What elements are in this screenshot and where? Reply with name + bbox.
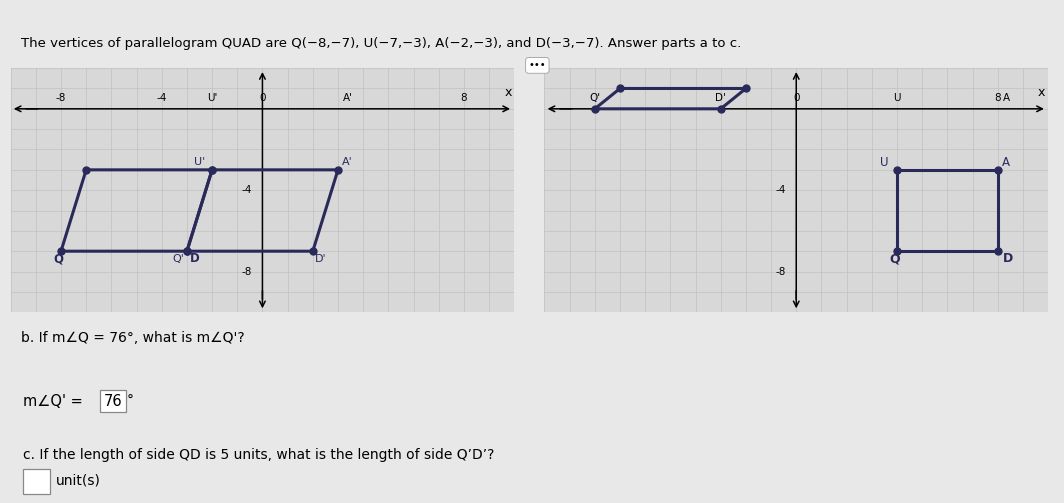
Text: -4: -4 <box>156 93 167 103</box>
Text: Q: Q <box>890 253 900 266</box>
Text: U: U <box>880 156 888 169</box>
Text: D': D' <box>715 93 726 103</box>
Text: x: x <box>504 86 512 99</box>
Text: The vertices of parallelogram QUAD are Q(−8,−7), U(−7,−3), A(−2,−3), and D(−3,−7: The vertices of parallelogram QUAD are Q… <box>21 37 742 50</box>
Text: m∠Q' =: m∠Q' = <box>23 394 87 409</box>
Text: D': D' <box>315 255 327 265</box>
Text: A': A' <box>343 93 353 103</box>
Text: U: U <box>893 93 901 103</box>
FancyBboxPatch shape <box>23 469 50 494</box>
Text: -8: -8 <box>776 267 786 277</box>
Text: -8: -8 <box>242 267 252 277</box>
Text: A': A' <box>342 157 352 167</box>
Text: c. If the length of side QD is 5 units, what is the length of side Q’D’?: c. If the length of side QD is 5 units, … <box>23 448 495 462</box>
Text: 0: 0 <box>793 93 799 103</box>
Text: U': U' <box>206 93 217 103</box>
Text: U': U' <box>194 157 205 167</box>
Text: D: D <box>1002 253 1013 266</box>
Text: 8: 8 <box>995 93 1001 103</box>
Text: -8: -8 <box>55 93 66 103</box>
Text: b. If m∠Q = 76°, what is m∠Q'?: b. If m∠Q = 76°, what is m∠Q'? <box>21 331 245 345</box>
Text: A: A <box>1001 156 1010 169</box>
Text: 0: 0 <box>260 93 266 103</box>
Text: Q': Q' <box>589 93 600 103</box>
Text: D: D <box>189 253 199 266</box>
Text: unit(s): unit(s) <box>56 473 101 487</box>
Text: x: x <box>1038 86 1045 99</box>
Text: •••: ••• <box>529 60 546 70</box>
Text: -4: -4 <box>776 185 786 195</box>
Text: -4: -4 <box>242 185 252 195</box>
Text: 8: 8 <box>461 93 467 103</box>
Text: 76: 76 <box>104 394 122 409</box>
Text: A: A <box>1002 93 1010 103</box>
Text: Q: Q <box>53 253 64 266</box>
Text: Q': Q' <box>172 255 184 265</box>
Text: °: ° <box>127 394 134 408</box>
